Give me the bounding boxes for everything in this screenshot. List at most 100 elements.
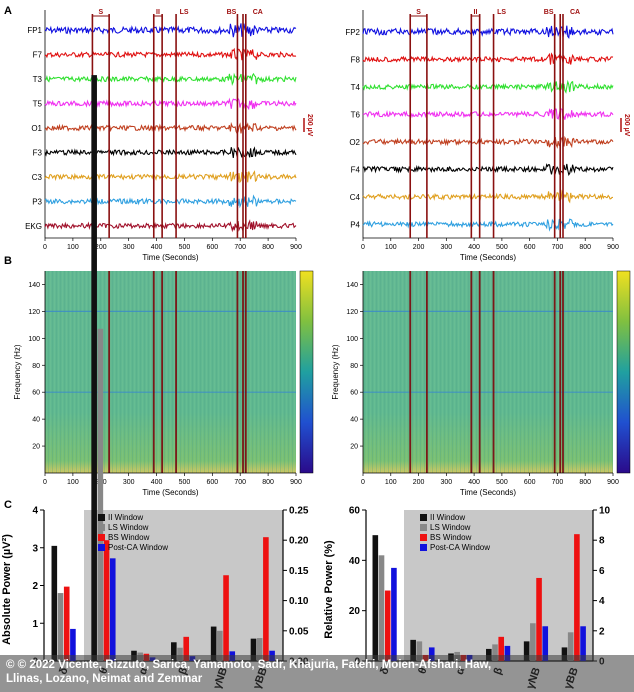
x-tick-label: 400 [468, 244, 480, 251]
window-label: BS [544, 9, 554, 16]
x-tick-label: 800 [262, 479, 274, 486]
right-tick-label: 2 [599, 626, 605, 637]
bar [504, 645, 511, 661]
y-axis-title: Relative Power (%) [323, 540, 335, 639]
window-label: S [416, 9, 421, 16]
x-tick-label: 700 [552, 244, 564, 251]
eeg-trace [362, 25, 614, 39]
y-tick-label: 80 [32, 363, 40, 370]
bar [428, 647, 435, 661]
eeg-right-panel: FP2 F8 T4 T6 O2 F4 C4 P4 S II LS BS CA 0 100 200 300 400 5… [345, 9, 630, 262]
x-tick-label: 600 [206, 479, 218, 486]
spectrogram-texture [45, 271, 296, 473]
x-axis-title: Time (Seconds) [142, 488, 199, 497]
right-tick-label: 6 [599, 566, 605, 577]
x-tick-label: 0 [361, 244, 365, 251]
eeg-trace [362, 189, 613, 204]
gray-region [84, 510, 283, 661]
x-tick-label: 800 [579, 244, 591, 251]
window-bracket [91, 15, 110, 20]
bar [70, 628, 76, 661]
left-tick-label: 4 [32, 506, 38, 517]
y-axis-title: Frequency (Hz) [13, 344, 22, 399]
channel-label: F3 [33, 148, 43, 157]
x-tick-label: 700 [234, 479, 246, 486]
channel-label: C3 [32, 173, 43, 182]
right-tick-label: 0.25 [289, 506, 309, 517]
x-tick-label: 600 [206, 244, 218, 251]
window-label: S [98, 9, 103, 16]
window-label: CA [253, 9, 263, 16]
eeg-trace [44, 121, 297, 135]
channel-label: EKG [25, 222, 42, 231]
bar [109, 558, 116, 661]
channel-label: T6 [351, 110, 361, 119]
scale-bar-label: 200 µV [623, 114, 630, 137]
bar [492, 644, 498, 661]
colorbar [616, 270, 631, 474]
right-tick-label: 10 [599, 506, 611, 517]
eeg-trace [362, 52, 614, 65]
window-label: II [474, 9, 478, 16]
bar [103, 540, 110, 661]
window-label: LS [180, 9, 189, 16]
right-tick-label: 4 [599, 596, 605, 607]
legend-swatch [420, 544, 427, 551]
legend-label: II Window [430, 513, 465, 522]
channel-label: T3 [33, 75, 43, 84]
y-tick-label: 100 [346, 336, 358, 343]
bar [542, 626, 549, 661]
bar [263, 537, 269, 661]
eeg-trace [44, 219, 297, 233]
left-tick-label: 40 [349, 556, 361, 567]
window-label: CA [570, 9, 580, 16]
bar [256, 638, 263, 661]
y-tick-label: 40 [32, 417, 40, 424]
bar [416, 641, 423, 661]
right-tick-label: 0.10 [289, 596, 309, 607]
bar [91, 75, 97, 662]
bar [536, 577, 542, 661]
right-tick-label: 8 [599, 536, 605, 547]
x-tick-label: 500 [496, 479, 508, 486]
eeg-trace [44, 72, 297, 87]
legend-swatch [98, 524, 105, 531]
left-tick-label: 20 [349, 606, 361, 617]
x-tick-label: 300 [440, 479, 452, 486]
y-tick-label: 140 [346, 282, 358, 289]
bar [250, 638, 257, 661]
bar [223, 575, 229, 661]
x-tick-label: 100 [67, 244, 79, 251]
eeg-trace [44, 170, 297, 184]
x-tick-label: 900 [290, 244, 302, 251]
legend-label: Post-CA Window [108, 543, 168, 552]
y-tick-label: 120 [28, 309, 40, 316]
bar [391, 567, 397, 661]
bar [177, 647, 183, 661]
channel-label: F7 [33, 51, 43, 60]
window-bracket [409, 15, 428, 20]
left-tick-label: 1 [32, 619, 38, 630]
y-tick-label: 60 [32, 390, 40, 397]
x-tick-label: 300 [123, 479, 135, 486]
colorbar [299, 270, 314, 474]
window-label: II [156, 9, 160, 16]
eeg-trace [362, 217, 614, 232]
x-tick-label: 400 [468, 479, 480, 486]
y-axis-title: Absolute Power (µV²) [1, 534, 13, 645]
channel-label: C4 [350, 193, 361, 202]
x-tick-label: 0 [43, 479, 47, 486]
x-axis-title: Time (Seconds) [142, 253, 199, 262]
panel-label-b: B [4, 255, 12, 267]
x-tick-label: 300 [440, 244, 452, 251]
channel-label: F8 [351, 55, 361, 64]
bar [57, 593, 64, 661]
bar [384, 590, 391, 661]
x-tick-label: 400 [151, 479, 163, 486]
right-tick-label: 0.15 [289, 566, 309, 577]
bar [410, 639, 416, 661]
bar [574, 534, 580, 661]
x-tick-label: 0 [43, 244, 47, 251]
x-tick-label: 100 [385, 244, 397, 251]
